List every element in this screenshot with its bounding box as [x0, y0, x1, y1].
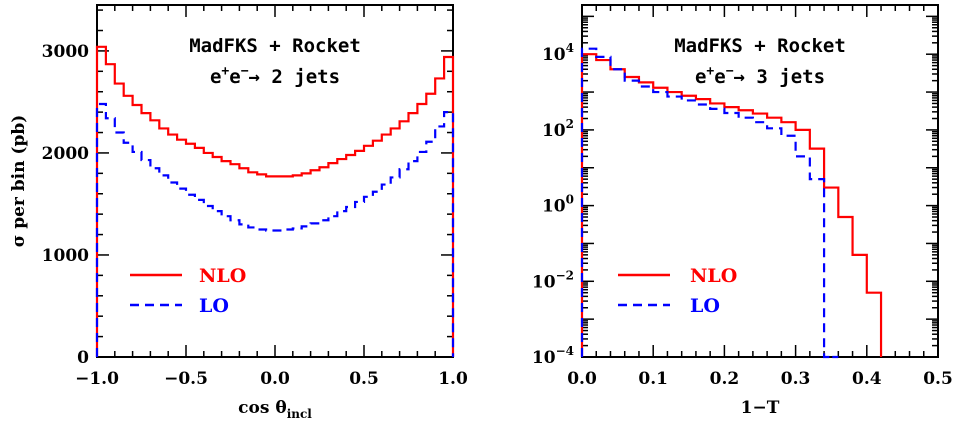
x-tick-label: 0.3: [781, 369, 811, 389]
annotation-title: MadFKS + Rocket: [189, 35, 361, 57]
legend-label-nlo: NLO: [690, 265, 737, 287]
x-tick-labels: 0.0 0.1 0.2 0.3 0.4 0.5: [567, 369, 953, 389]
y-tick-label: 100: [542, 193, 574, 217]
x-tick-label: −1.0: [75, 369, 119, 389]
x-tick-label: −0.5: [164, 369, 208, 389]
panel-angular-2jets: −1.0 −0.5 0.0 0.5 1.0 0 1000 2000 3000 MadFKS +…: [9, 4, 468, 421]
y-axis-label: σ per bin (pb): [9, 115, 29, 248]
x-axis-label: 1−T: [741, 398, 780, 418]
y-tick-label: 3000: [42, 42, 89, 62]
y-tick-label: 102: [542, 117, 574, 141]
x-tick-label: 0.4: [852, 369, 882, 389]
axis-ticks: [581, 5, 939, 358]
axis-ticks: [96, 5, 454, 358]
series-lo-histogram: [95, 102, 455, 357]
y-tick-label: 104: [542, 41, 574, 65]
y-tick-labels: 0 1000 2000 3000: [42, 42, 89, 368]
x-tick-label: 0.1: [638, 369, 668, 389]
annotation-process: e+e−→ 3 jets: [695, 64, 825, 88]
panel-thrust-3jets: 0.0 0.1 0.2 0.3 0.4 0.5 10−4 10−2 100 102 104 Mad…: [532, 4, 953, 418]
x-axis-label: cos θincl: [238, 398, 312, 421]
x-tick-label: 0.0: [260, 369, 290, 389]
legend-label-nlo: NLO: [199, 265, 246, 287]
x-tick-label: 1.0: [438, 369, 468, 389]
legend: NLO LO: [130, 265, 246, 317]
legend-label-lo: LO: [690, 295, 720, 317]
x-tick-labels: −1.0 −0.5 0.0 0.5 1.0: [75, 369, 468, 389]
x-tick-label: 0.0: [567, 369, 597, 389]
histogram-series: [580, 47, 883, 359]
series-nlo-histogram: [95, 45, 455, 357]
y-tick-label: 2000: [42, 144, 89, 164]
y-tick-label: 0: [77, 348, 89, 368]
histogram-series: [95, 45, 455, 357]
y-tick-label: 10−2: [532, 268, 574, 292]
legend: NLO LO: [618, 265, 737, 317]
annotation-process: e+e−→ 2 jets: [210, 64, 340, 88]
x-tick-label: 0.2: [710, 369, 740, 389]
x-tick-label: 0.5: [923, 369, 953, 389]
series-nlo-histogram: [580, 53, 883, 357]
x-tick-label: 0.5: [349, 369, 379, 389]
y-tick-labels: 10−4 10−2 100 102 104: [532, 41, 574, 368]
y-tick-label: 1000: [42, 246, 89, 266]
annotation-title: MadFKS + Rocket: [674, 35, 846, 57]
y-tick-label: 10−4: [532, 344, 574, 368]
legend-label-lo: LO: [199, 295, 229, 317]
